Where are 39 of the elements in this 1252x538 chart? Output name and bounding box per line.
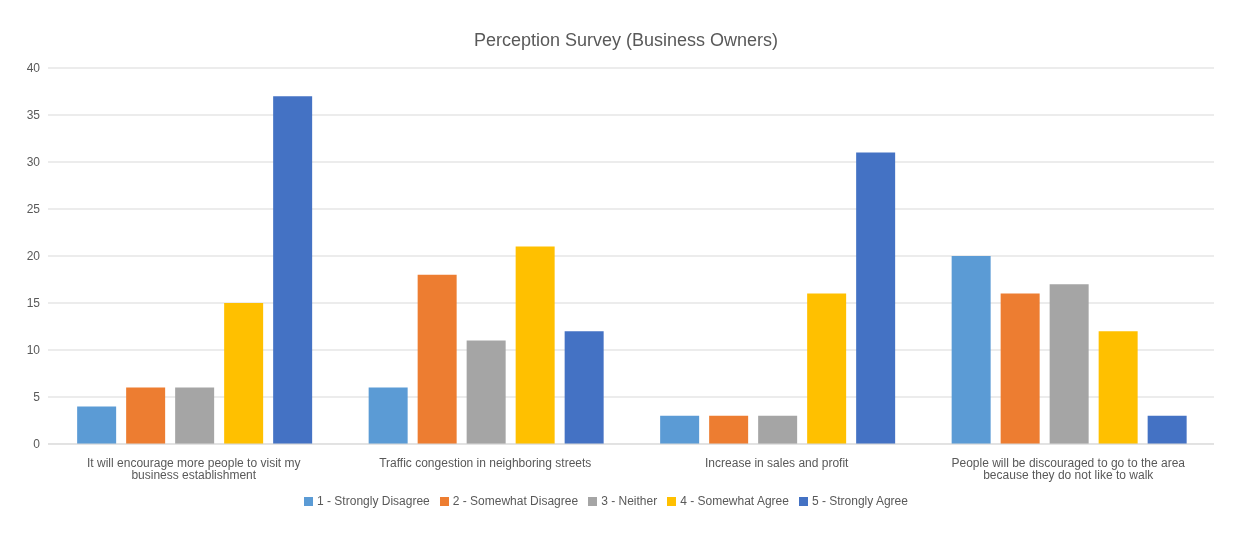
bar (224, 303, 264, 444)
y-tick-label: 20 (26, 249, 41, 264)
legend-label: 3 - Neither (601, 494, 658, 508)
bar (1000, 293, 1040, 444)
bar (515, 246, 555, 444)
y-tick-label: 10 (26, 343, 41, 358)
y-tick-label: 5 (33, 390, 41, 405)
y-tick-label: 40 (26, 61, 41, 76)
legend-label: 5 - Strongly Agree (811, 494, 908, 508)
bar (856, 152, 896, 444)
bar (1049, 284, 1089, 444)
bar (417, 274, 457, 444)
bar (758, 415, 798, 444)
chart-title: Perception Survey (Business Owners) (472, 29, 780, 52)
legend-label: 4 - Somewhat Agree (680, 494, 789, 508)
bar (368, 387, 408, 444)
y-tick-label: 30 (26, 155, 41, 170)
y-tick-label: 25 (26, 202, 41, 217)
bar (466, 340, 506, 444)
bar (1147, 415, 1187, 444)
bar (175, 387, 215, 444)
bar (951, 256, 991, 444)
bar (564, 331, 604, 444)
y-tick-label: 35 (26, 108, 41, 123)
bar (709, 415, 749, 444)
y-tick-label: 15 (26, 296, 41, 311)
x-tick-label: Increase in sales and profit (705, 455, 850, 470)
bar (273, 96, 313, 444)
y-tick-label: 0 (33, 437, 41, 452)
x-tick-label: Traffic congestion in neighboring streets (379, 455, 592, 470)
bar (1098, 331, 1138, 444)
bar (807, 293, 847, 444)
x-tick-label: It will encourage more people to visit my business establishment (87, 455, 301, 482)
bar (77, 406, 117, 444)
legend-label: 1 - Strongly Disagree (317, 494, 430, 508)
bar (126, 387, 166, 444)
legend-label: 2 - Somewhat Disagree (452, 494, 579, 508)
x-tick-label: People will be discouraged to go to the area because they do not like to walk (951, 455, 1186, 482)
bar (660, 415, 700, 444)
